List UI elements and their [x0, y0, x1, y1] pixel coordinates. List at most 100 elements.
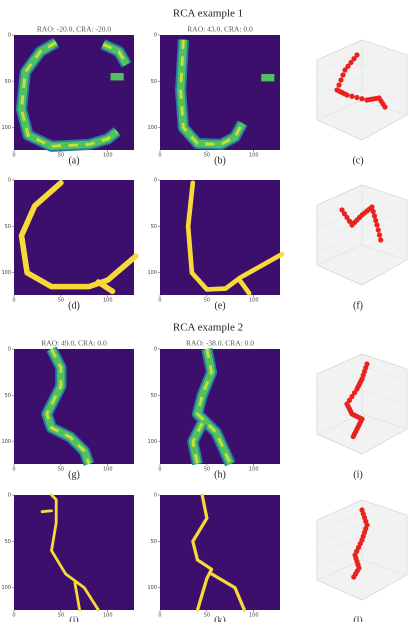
vessel: [73, 581, 82, 612]
centerline-point: [346, 218, 353, 224]
y-tick-label: 100: [147, 125, 157, 131]
y-tick-label: 0: [8, 347, 11, 353]
panel-label: (c): [352, 155, 363, 166]
plot-3d: [316, 39, 408, 141]
centerline-point: [374, 222, 380, 228]
y-tick-label: 50: [5, 539, 11, 545]
panel-label: (b): [214, 155, 226, 166]
y-tick-label: 0: [8, 33, 11, 39]
panel-title: RAO: 43.0, CRA: 0.0: [187, 25, 253, 34]
centerline-point: [340, 72, 346, 78]
cube-grid: [316, 389, 408, 411]
y-tick-label: 50: [151, 539, 157, 545]
cube-grid: [316, 547, 408, 569]
centerline-point: [342, 67, 348, 73]
vessel: [209, 572, 247, 612]
centerline-point: [370, 208, 376, 215]
section-title: RCA example 2: [173, 322, 243, 334]
y-tick-label: 100: [147, 270, 157, 276]
image: [14, 346, 135, 466]
y-tick-label: 0: [154, 493, 157, 499]
cube-grid: [316, 208, 408, 230]
panel-title: RAO: -38.0, CRA: 0.0: [186, 339, 254, 348]
x-tick-label: 50: [204, 467, 210, 473]
x-tick-label: 100: [103, 153, 113, 159]
centerline-point: [351, 56, 357, 62]
centerline-point: [351, 574, 357, 580]
x-tick-label: 0: [158, 467, 161, 473]
x-tick-label: 50: [58, 298, 64, 304]
plot-3d: [316, 184, 408, 286]
panel-label: (k): [214, 615, 226, 622]
vessel-core: [179, 39, 244, 146]
vessel: [191, 493, 214, 612]
centerline-point: [359, 96, 365, 102]
centerline-point: [349, 93, 355, 99]
x-tick-label: 100: [249, 467, 259, 473]
image: [14, 180, 139, 295]
vessel: [40, 509, 53, 514]
x-tick-label: 50: [58, 613, 64, 619]
x-tick-label: 100: [249, 298, 259, 304]
centerline-point: [350, 433, 356, 440]
cube-grid: [316, 523, 408, 545]
vessel: [95, 279, 116, 295]
y-tick-label: 100: [1, 125, 11, 131]
y-tick-label: 100: [1, 439, 11, 445]
centerline-point: [349, 393, 355, 400]
y-tick-label: 50: [151, 393, 157, 399]
y-tick-label: 50: [151, 224, 157, 230]
y-tick-label: 100: [1, 270, 11, 276]
vessel: [50, 493, 100, 612]
cube-grid: [316, 51, 408, 73]
x-tick-label: 100: [103, 613, 113, 619]
image: [14, 35, 135, 152]
vessel: [18, 180, 139, 290]
x-tick-label: 0: [158, 153, 161, 159]
image-background: [160, 180, 280, 295]
centerline-point: [375, 227, 381, 233]
x-tick-label: 50: [58, 153, 64, 159]
cube-grid: [316, 75, 408, 97]
image-background: [14, 495, 135, 610]
y-tick-label: 0: [8, 493, 11, 499]
cube-grid: [316, 87, 408, 109]
centerline-point: [378, 237, 384, 243]
image-background: [160, 495, 280, 610]
section-title: RCA example 1: [173, 8, 243, 20]
cube-grid: [316, 63, 408, 85]
y-tick-label: 50: [5, 79, 11, 85]
image: [160, 35, 280, 151]
x-tick-label: 50: [204, 298, 210, 304]
x-tick-label: 100: [103, 298, 113, 304]
centerline-point: [346, 397, 353, 403]
vessel-core: [196, 348, 232, 465]
panel-label: (a): [68, 155, 79, 166]
y-tick-label: 100: [147, 439, 157, 445]
y-tick-label: 100: [147, 585, 157, 591]
centerline-point: [338, 77, 344, 83]
panel-label: (h): [214, 469, 226, 480]
centerline-point: [382, 104, 388, 110]
panel-title: RAO: 49.0, CRA: 0.0: [41, 339, 107, 348]
centerline-point: [354, 386, 360, 392]
blob: [110, 73, 124, 81]
y-tick-label: 0: [154, 33, 157, 39]
cube-grid: [316, 401, 408, 423]
y-tick-label: 100: [1, 585, 11, 591]
x-tick-label: 0: [12, 613, 15, 619]
vessel-core: [20, 41, 119, 148]
centerline-point: [354, 52, 360, 58]
panel-label: (j): [69, 615, 78, 622]
x-tick-label: 0: [12, 298, 15, 304]
y-tick-label: 0: [8, 178, 11, 184]
centerline-point: [336, 82, 342, 88]
panel-label: (i): [353, 469, 362, 480]
plot-3d: [316, 353, 408, 455]
centerline-point: [376, 232, 383, 238]
cube-grid: [316, 196, 408, 218]
vessel: [237, 277, 252, 296]
panel-label: (l): [353, 615, 362, 622]
vessel-core: [102, 43, 128, 66]
x-tick-label: 50: [204, 613, 210, 619]
